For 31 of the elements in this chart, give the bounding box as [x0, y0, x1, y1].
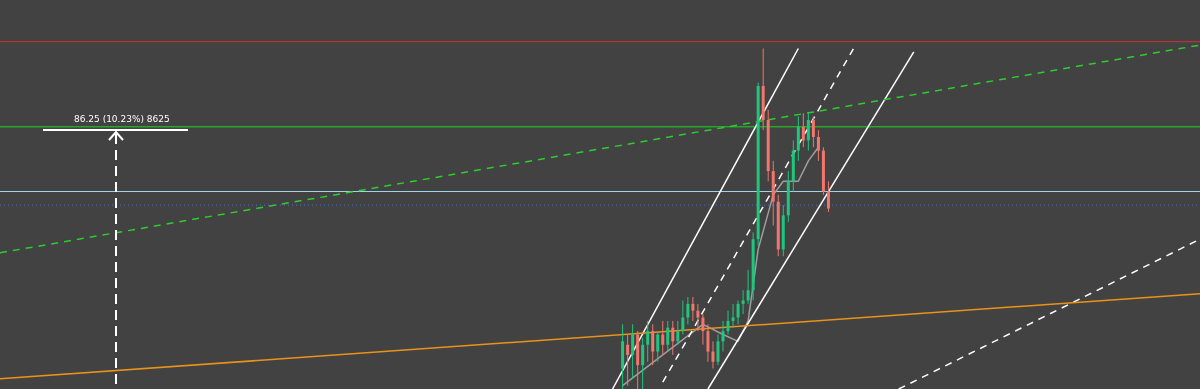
annotation: 86.25 (10.23%) 8625 — [74, 114, 170, 124]
candlestick — [666, 320, 670, 353]
candlestick — [671, 320, 675, 356]
candlestick — [706, 323, 710, 363]
candlestick — [691, 296, 695, 322]
candlestick — [816, 129, 820, 162]
candlestick — [801, 112, 805, 148]
candlestick — [701, 313, 705, 346]
candlestick — [631, 323, 635, 380]
candlestick — [676, 320, 680, 346]
candlestick — [626, 334, 630, 387]
candlestick — [721, 320, 725, 353]
candlestick — [736, 299, 740, 325]
candlestick — [681, 299, 685, 336]
candlestick — [686, 296, 690, 325]
candlestick — [826, 180, 830, 213]
candlestick — [641, 337, 645, 389]
candlestick — [731, 303, 735, 329]
candlestick — [711, 340, 715, 370]
candlestick — [656, 330, 660, 363]
candlestick — [741, 289, 745, 315]
candlestick — [726, 310, 730, 336]
candlestick — [646, 320, 650, 363]
candlestick — [796, 116, 800, 162]
candlestick — [806, 112, 810, 152]
candlestick — [716, 334, 720, 366]
candlestick — [746, 269, 750, 305]
candlestick — [696, 303, 700, 332]
candlestick — [661, 320, 665, 356]
candlestick — [651, 323, 655, 366]
candlestick — [811, 116, 815, 148]
